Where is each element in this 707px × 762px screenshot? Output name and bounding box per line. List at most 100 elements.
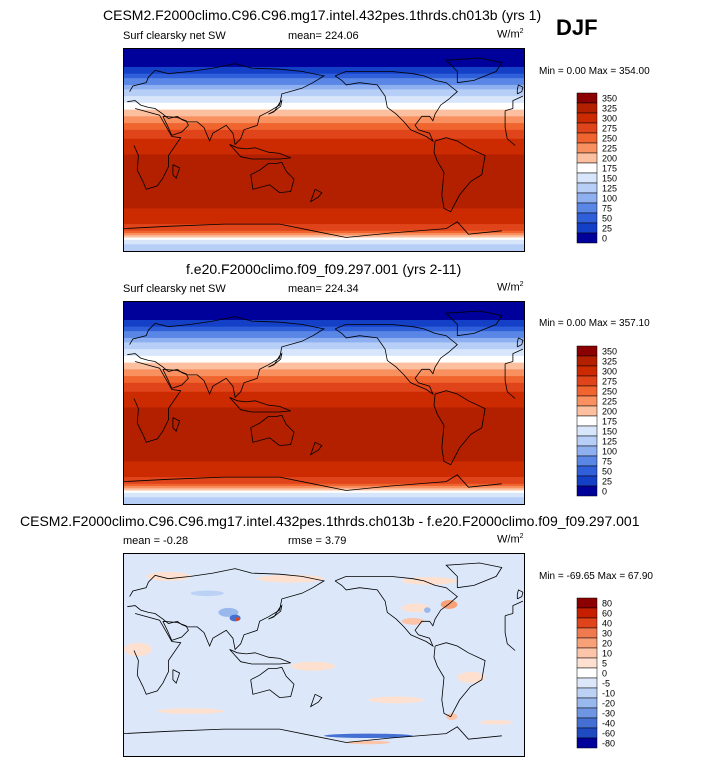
cbar1-tick-label: 25: [602, 224, 612, 234]
diff-patch-18: [190, 590, 224, 597]
cbar2-swatch: [576, 395, 598, 407]
map-band: [124, 447, 524, 451]
coastline-4: [445, 310, 503, 337]
map-band: [124, 317, 524, 321]
cbar3-swatch: [576, 607, 598, 619]
cbar3-tick-label: 20: [602, 639, 612, 649]
map-band: [124, 304, 524, 308]
map-band: [124, 414, 524, 418]
cbar1-tick-label: 100: [602, 194, 617, 204]
map-band: [124, 360, 524, 364]
cbar3-swatch: [576, 737, 598, 749]
diff-patch-17: [401, 617, 424, 625]
map-band: [124, 64, 524, 68]
diff-patch-19: [446, 713, 458, 721]
cbar2-swatch: [576, 425, 598, 437]
map-band: [124, 62, 524, 66]
map-band: [124, 217, 524, 221]
map-band: [124, 210, 524, 214]
cbar2-swatch: [576, 375, 598, 387]
coastline-0: [133, 108, 516, 190]
map-band: [124, 53, 524, 57]
cbar2-swatch: [576, 415, 598, 427]
map-band: [124, 233, 524, 236]
coastline-8: [268, 99, 283, 115]
map-band: [124, 161, 524, 165]
map-band: [124, 181, 524, 185]
map-band: [124, 319, 524, 323]
cbar3-swatch: [576, 707, 598, 719]
map-band: [124, 73, 524, 77]
map-band: [124, 197, 524, 200]
map-band: [124, 111, 524, 115]
coastline-12: [309, 441, 323, 456]
cbar3-swatch: [576, 627, 598, 639]
map-band: [124, 328, 524, 332]
panel1-units-base: W/m: [497, 28, 520, 41]
map-band: [124, 154, 524, 158]
map-band: [124, 456, 524, 460]
cbar1-swatch: [576, 232, 598, 244]
map-band: [124, 224, 524, 227]
coastline-11: [172, 417, 181, 432]
panel2-variable: Surf clearsky net SW: [123, 283, 226, 295]
map-band: [124, 49, 524, 52]
map-band: [124, 333, 524, 337]
map-band: [124, 468, 524, 471]
map-band: [124, 411, 524, 415]
map-band: [124, 127, 524, 131]
cbar2-tick-label: 325: [602, 357, 617, 367]
coastline-9: [516, 337, 524, 348]
map-band: [124, 84, 524, 88]
map-band: [124, 324, 524, 328]
map-band: [124, 416, 524, 420]
map-band: [124, 206, 524, 209]
map-band: [124, 138, 524, 142]
map-band: [124, 479, 524, 483]
cbar2-swatch: [576, 475, 598, 487]
map-band: [124, 156, 524, 160]
coastline-11: [172, 669, 181, 684]
map-band: [124, 185, 524, 189]
panel1-units: W/m2: [497, 28, 524, 41]
cbar3-tick-label: -80: [602, 739, 615, 749]
map-band: [124, 98, 524, 102]
cbar3-tick-label: -5: [602, 679, 610, 689]
panel3-minmax: Min = -69.65 Max = 67.90: [539, 571, 653, 582]
cbar1-tick-label: 125: [602, 184, 617, 194]
map-band: [124, 474, 524, 478]
map-band: [124, 71, 524, 75]
diff-patch-5: [235, 617, 240, 621]
panel2-units-base: W/m: [497, 281, 520, 294]
coastline-2: [162, 368, 189, 389]
cbar2-swatch: [576, 465, 598, 477]
map-background: [124, 554, 524, 756]
cbar2-tick-label: 150: [602, 427, 617, 437]
map-band: [124, 492, 524, 496]
cbar2-tick-label: 100: [602, 447, 617, 457]
cbar3-swatch: [576, 727, 598, 739]
map-band: [124, 351, 524, 355]
map-band: [124, 69, 524, 73]
map-band: [124, 398, 524, 402]
cbar3-tick-label: -20: [602, 699, 615, 709]
diff-patch-4: [229, 614, 241, 622]
cbar1-swatch: [576, 122, 598, 134]
map-band: [124, 89, 524, 93]
diff-patch-9: [124, 642, 152, 657]
coastline-2: [162, 620, 189, 641]
panel3-units-sup: 2: [519, 533, 524, 540]
map-band: [124, 394, 524, 397]
panel2-minmax: Min = 0.00 Max = 357.10: [539, 318, 650, 329]
map-band: [124, 125, 524, 129]
map-band: [124, 337, 524, 341]
diff-patch-13: [457, 671, 486, 683]
coastline-5: [433, 390, 486, 466]
cbar2-swatch: [576, 485, 598, 497]
map-band: [124, 87, 524, 90]
map-band: [124, 228, 524, 232]
panel3-rmse: rmse = 3.79: [288, 535, 347, 547]
cbar1-swatch: [576, 192, 598, 204]
map-band: [124, 60, 524, 64]
